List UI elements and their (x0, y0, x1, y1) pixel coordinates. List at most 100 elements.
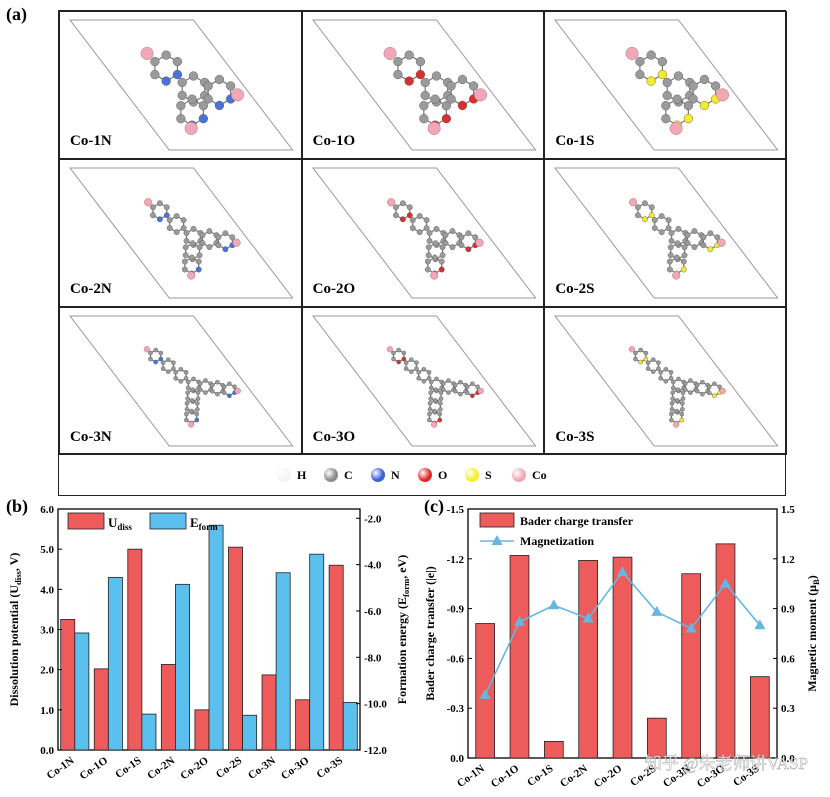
cobalt-atom (232, 238, 241, 247)
eform-bar (141, 713, 157, 751)
eform-bar (309, 553, 325, 751)
structure-label: Co-3O (312, 429, 356, 445)
unit-cell-outline (554, 315, 780, 447)
y2-tick-label: -10.0 (364, 699, 387, 711)
udiss-bar (295, 699, 311, 751)
cobalt-atom (143, 346, 150, 353)
y2-tick-label: -6.0 (364, 606, 382, 618)
cobalt-atom (625, 46, 639, 60)
cobalt-atom (717, 238, 726, 247)
unit-cell-outline (68, 19, 294, 151)
atom-swatch (371, 468, 385, 482)
benzene-ring (646, 357, 662, 374)
benzene-ring (688, 74, 721, 111)
molecule-drawing (68, 167, 294, 299)
bader-bar (715, 543, 736, 759)
benzene-ring (182, 240, 203, 263)
y-tick-label: -0.3 (447, 703, 465, 715)
atom-legend-item: Co (512, 454, 547, 496)
benzene-ring (199, 228, 220, 251)
atom-swatch (277, 468, 291, 482)
magnetization-point (582, 612, 594, 623)
eform-bar (107, 576, 123, 751)
watermark-text: 知乎 @朱老师讲VASP (645, 754, 808, 773)
y2-axis-label: Formation energy (Eform, eV) (395, 555, 411, 705)
y-tick-label: 1.0 (40, 705, 54, 717)
y2-tick-label: 0.0 (781, 753, 795, 765)
x-tick-label: Co-2N (558, 763, 590, 790)
x-tick-label: Co-2O (178, 754, 211, 782)
atom-legend-item: S (465, 454, 492, 496)
benzene-ring (446, 74, 478, 111)
benzene-ring (392, 50, 425, 86)
x-tick-label: Co-1N (455, 763, 487, 790)
legend-label: Udiss (108, 515, 132, 532)
bader-bar (509, 555, 530, 759)
structure-cell: Co-2N (59, 159, 302, 307)
y-tick-label: -1.2 (447, 554, 465, 566)
bader-bar (749, 676, 770, 759)
chart-b-legend: Udiss Eform (67, 512, 218, 532)
cobalt-atom (188, 421, 195, 428)
benzene-ring (425, 240, 446, 263)
structure-cell: Co-1S (544, 11, 787, 159)
magnetization-point (479, 688, 491, 699)
benzene-ring (635, 50, 668, 86)
magnetization-point (754, 619, 766, 630)
structure-cell: Co-3O (301, 307, 545, 455)
udiss-bar (261, 674, 277, 751)
molecule-drawing (311, 167, 537, 299)
cobalt-atom (187, 271, 196, 280)
cobalt-atom (386, 346, 393, 353)
benzene-ring (658, 367, 674, 384)
x-tick-label: Co-3S (315, 755, 345, 781)
benzene-ring (166, 213, 187, 236)
magnetization-point (720, 577, 731, 588)
eform-bar (175, 583, 190, 751)
structure-label: Co-1N (70, 133, 112, 149)
y-axis-label: Dissolution potential (Udiss, V) (7, 553, 23, 707)
y-tick-label: 5.0 (40, 544, 54, 556)
benzene-ring (198, 378, 213, 395)
udiss-bar (60, 619, 76, 751)
benzene-ring (150, 50, 183, 86)
udiss-bar (228, 546, 243, 751)
legend-swatch (67, 512, 105, 530)
y2-tick-label: 1.5 (781, 504, 795, 516)
benzene-ring (203, 74, 236, 111)
benzene-ring (707, 381, 723, 399)
structure-label: Co-1S (555, 133, 595, 149)
benzene-ring (392, 200, 413, 223)
benzene-ring (409, 213, 430, 236)
structure-label: Co-3S (555, 429, 595, 445)
benzene-ring (416, 367, 431, 384)
legend-label: Magnetization (520, 534, 594, 548)
benzene-ring (635, 200, 656, 223)
benzene-ring (661, 94, 694, 130)
benzene-ring (221, 381, 237, 399)
y-tick-label: 0.0 (40, 745, 54, 757)
structure-label: Co-3N (70, 429, 112, 445)
benzene-ring (633, 347, 649, 365)
eform-bar (275, 572, 291, 751)
atom-legend-item: C (324, 454, 353, 496)
benzene-ring (424, 254, 445, 277)
cobalt-atom (672, 271, 681, 280)
atom-legend-item: H (277, 454, 306, 496)
cobalt-atom (475, 238, 484, 247)
benzene-ring (150, 200, 170, 223)
molecule-drawing (68, 315, 294, 447)
udiss-bar (127, 548, 143, 751)
atom-swatch (324, 468, 338, 482)
benzene-ring (215, 230, 236, 253)
molecule-drawing (554, 315, 780, 447)
atom-legend-label: C (344, 467, 353, 482)
cobalt-atom (629, 198, 638, 207)
atom-swatch (465, 468, 479, 482)
cobalt-atom (473, 88, 487, 102)
structure-cell: Co-3N (59, 307, 302, 455)
cobalt-atom (144, 198, 153, 207)
x-tick-label: Co-2N (145, 755, 177, 782)
molecule-drawing (554, 19, 780, 151)
cobalt-atom (719, 387, 727, 395)
